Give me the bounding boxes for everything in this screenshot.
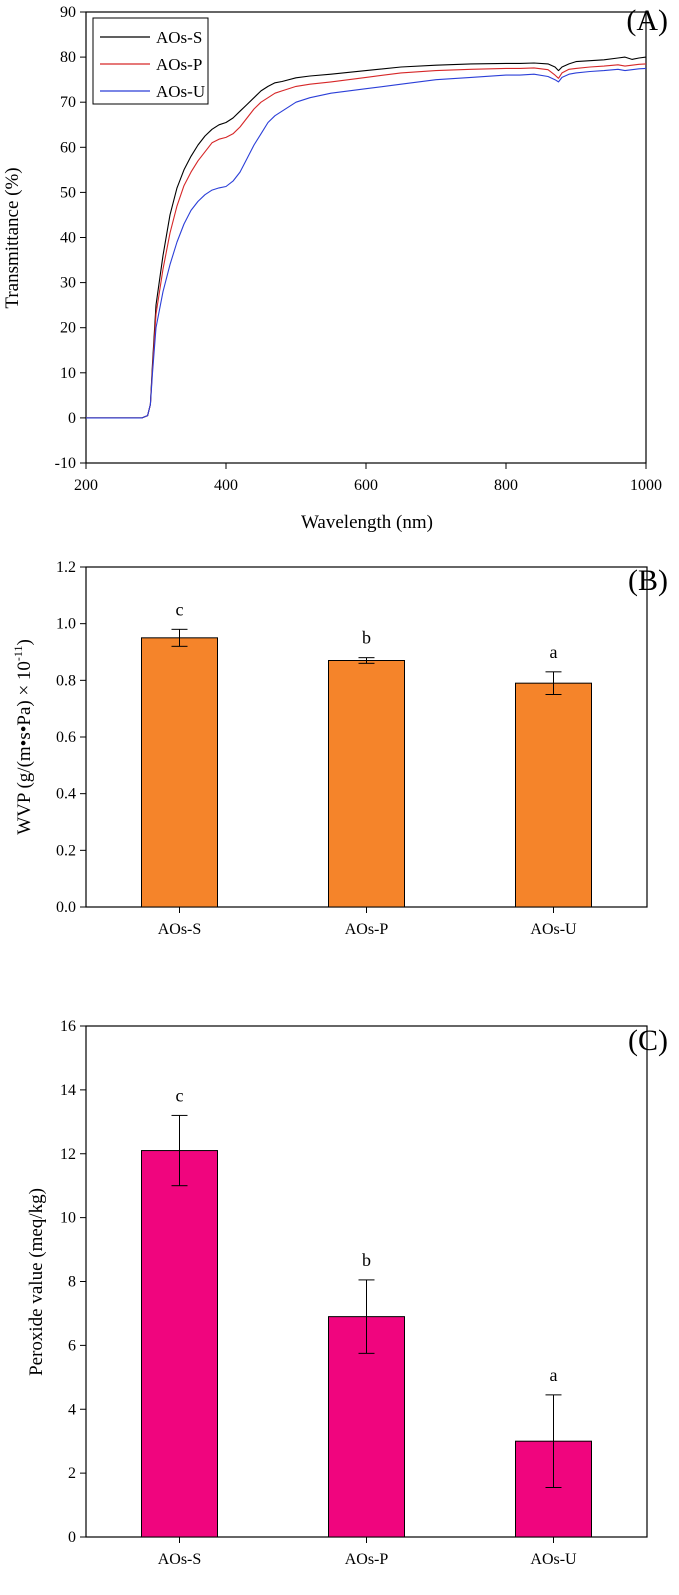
panel-c-y-tick-label: 8: [68, 1274, 76, 1291]
legend-label-aos-s: AOs-S: [156, 28, 202, 47]
bar-aos-u: [515, 682, 592, 908]
panel-a-x-tick-label: 600: [354, 477, 378, 494]
panel-b-y-tick-label: 0.0: [56, 899, 76, 916]
panel-a-y-tick-label: 50: [60, 184, 76, 201]
panel-b-y-axis-label-main: WVP (g/(m•s•Pa) × 10: [14, 661, 35, 835]
panel-b-y-tick-label: 1.2: [56, 559, 76, 576]
legend-label-aos-p: AOs-P: [156, 55, 202, 74]
series-line-aos-s: [86, 56, 647, 419]
panel-c-y-tick-label: 6: [68, 1337, 76, 1354]
panel-b-y-axis-label-exponent: -11: [11, 646, 25, 662]
legend-box: [92, 17, 209, 105]
significance-letter-aos-u: a: [550, 642, 558, 662]
panel-c-y-ticks: 0 2 4 6 8 10 12 14 16: [60, 1018, 86, 1546]
panel-b-y-tick-label: 1.0: [56, 616, 76, 633]
panel-a-y-tick-label: 0: [68, 410, 76, 427]
panel-b-y-axis-label-end: ): [14, 639, 35, 645]
panel-c-label: (C): [628, 1024, 668, 1057]
significance-letter-aos-p: b: [362, 628, 371, 648]
panel-a-x-tick-label: 1000: [630, 477, 662, 494]
series-line-aos-p: [86, 63, 647, 419]
panel-a-y-tick-label: 60: [60, 139, 76, 156]
panel-b-bars-group: c b a: [141, 599, 592, 908]
panel-a-x-tick-label: 400: [214, 477, 238, 494]
panel-c-y-tick-label: 0: [68, 1529, 76, 1546]
bar-aos-s: [141, 637, 218, 908]
panel-b-y-tick-label: 0.6: [56, 729, 76, 746]
panel-a-y-tick-label: 80: [60, 49, 76, 66]
panel-c-y-axis-label: Peroxide value (meq/kg): [26, 1188, 47, 1376]
panel-a-y-axis-label: Transmittance (%): [2, 167, 23, 308]
panel-b-y-tick-label: 0.4: [56, 786, 76, 803]
panel-a-x-tick-label: 200: [74, 477, 98, 494]
panel-c-y-tick-label: 12: [60, 1146, 76, 1163]
panel-b: cba 0.00.20.40.60.81.01.2 AOs-S AOs-P AOs-…: [11, 559, 668, 938]
panel-b-label: (B): [628, 564, 668, 597]
bar-aos-s: [141, 1150, 218, 1538]
panel-a-y-tick-label: 10: [60, 365, 76, 382]
panel-c-x-tick-label: AOs-P: [345, 1551, 389, 1568]
legend-label-aos-u: AOs-U: [156, 82, 205, 101]
panel-c-y-tick-label: 4: [68, 1401, 76, 1418]
panel-b-y-tick-label: 0.2: [56, 842, 76, 859]
panel-c-x-tick-label: AOs-U: [530, 1551, 577, 1568]
panel-a-label: (A): [626, 4, 668, 37]
panel-a-legend: AOs-S AOs-P AOs-U: [92, 17, 209, 105]
panel-b-x-tick-label: AOs-S: [158, 921, 202, 938]
panel-a-y-ticks: -10 0 10 20 30 40 50 60 70 80 90: [55, 4, 86, 472]
panel-b-y-tick-label: 0.8: [56, 672, 76, 689]
panel-c-x-tick-label: AOs-S: [158, 1551, 202, 1568]
significance-letter-aos-s: c: [176, 1085, 184, 1105]
panel-a-y-tick-label: 90: [60, 4, 76, 21]
panel-c-y-tick-label: 10: [60, 1210, 76, 1227]
panel-a-y-tick-label: 40: [60, 230, 76, 247]
panel-c-y-tick-label: 14: [60, 1082, 76, 1099]
panel-a-y-tick-label: 70: [60, 94, 76, 111]
panel-b-y-axis-label: WVP (g/(m•s•Pa) × 10-11): [11, 639, 35, 835]
panel-a-y-tick-label: -10: [55, 455, 76, 472]
bar-aos-u: [515, 1440, 592, 1538]
panel-c: c b a 0 2 4 6 8 10 12 14 16 AOs-S AOs-P AOs-U Peroxi…: [26, 1018, 668, 1568]
significance-letter-aos-u: a: [550, 1365, 558, 1385]
panel-b-y-ticks: 0.0 0.2 0.4 0.6 0.8 1.0 1.2: [56, 559, 86, 916]
panel-c-x-ticks: AOs-S AOs-P AOs-U: [158, 1537, 577, 1568]
panel-c-bars-group: c b a: [141, 1085, 592, 1538]
significance-letter-aos-s: c: [176, 599, 184, 619]
bar-aos-p: [328, 660, 405, 908]
panel-b-x-tick-label: AOs-U: [530, 921, 577, 938]
panel-a-y-tick-label: 30: [60, 275, 76, 292]
panel-b-x-tick-label: AOs-P: [345, 921, 389, 938]
panel-b-x-ticks: AOs-S AOs-P AOs-U: [158, 907, 577, 938]
panel-a-x-axis-label: Wavelength (nm): [301, 512, 433, 533]
panel-c-y-tick-label: 16: [60, 1018, 76, 1035]
panel-a-x-ticks: 200 400 600 800 1000: [74, 463, 662, 494]
panel-c-y-tick-label: 2: [68, 1465, 76, 1482]
significance-letter-aos-p: b: [362, 1250, 371, 1270]
series-line-aos-u: [86, 67, 647, 419]
panel-a-x-tick-label: 800: [494, 477, 518, 494]
panel-a-y-tick-label: 20: [60, 320, 76, 337]
panel-a-series-group: [86, 56, 647, 419]
